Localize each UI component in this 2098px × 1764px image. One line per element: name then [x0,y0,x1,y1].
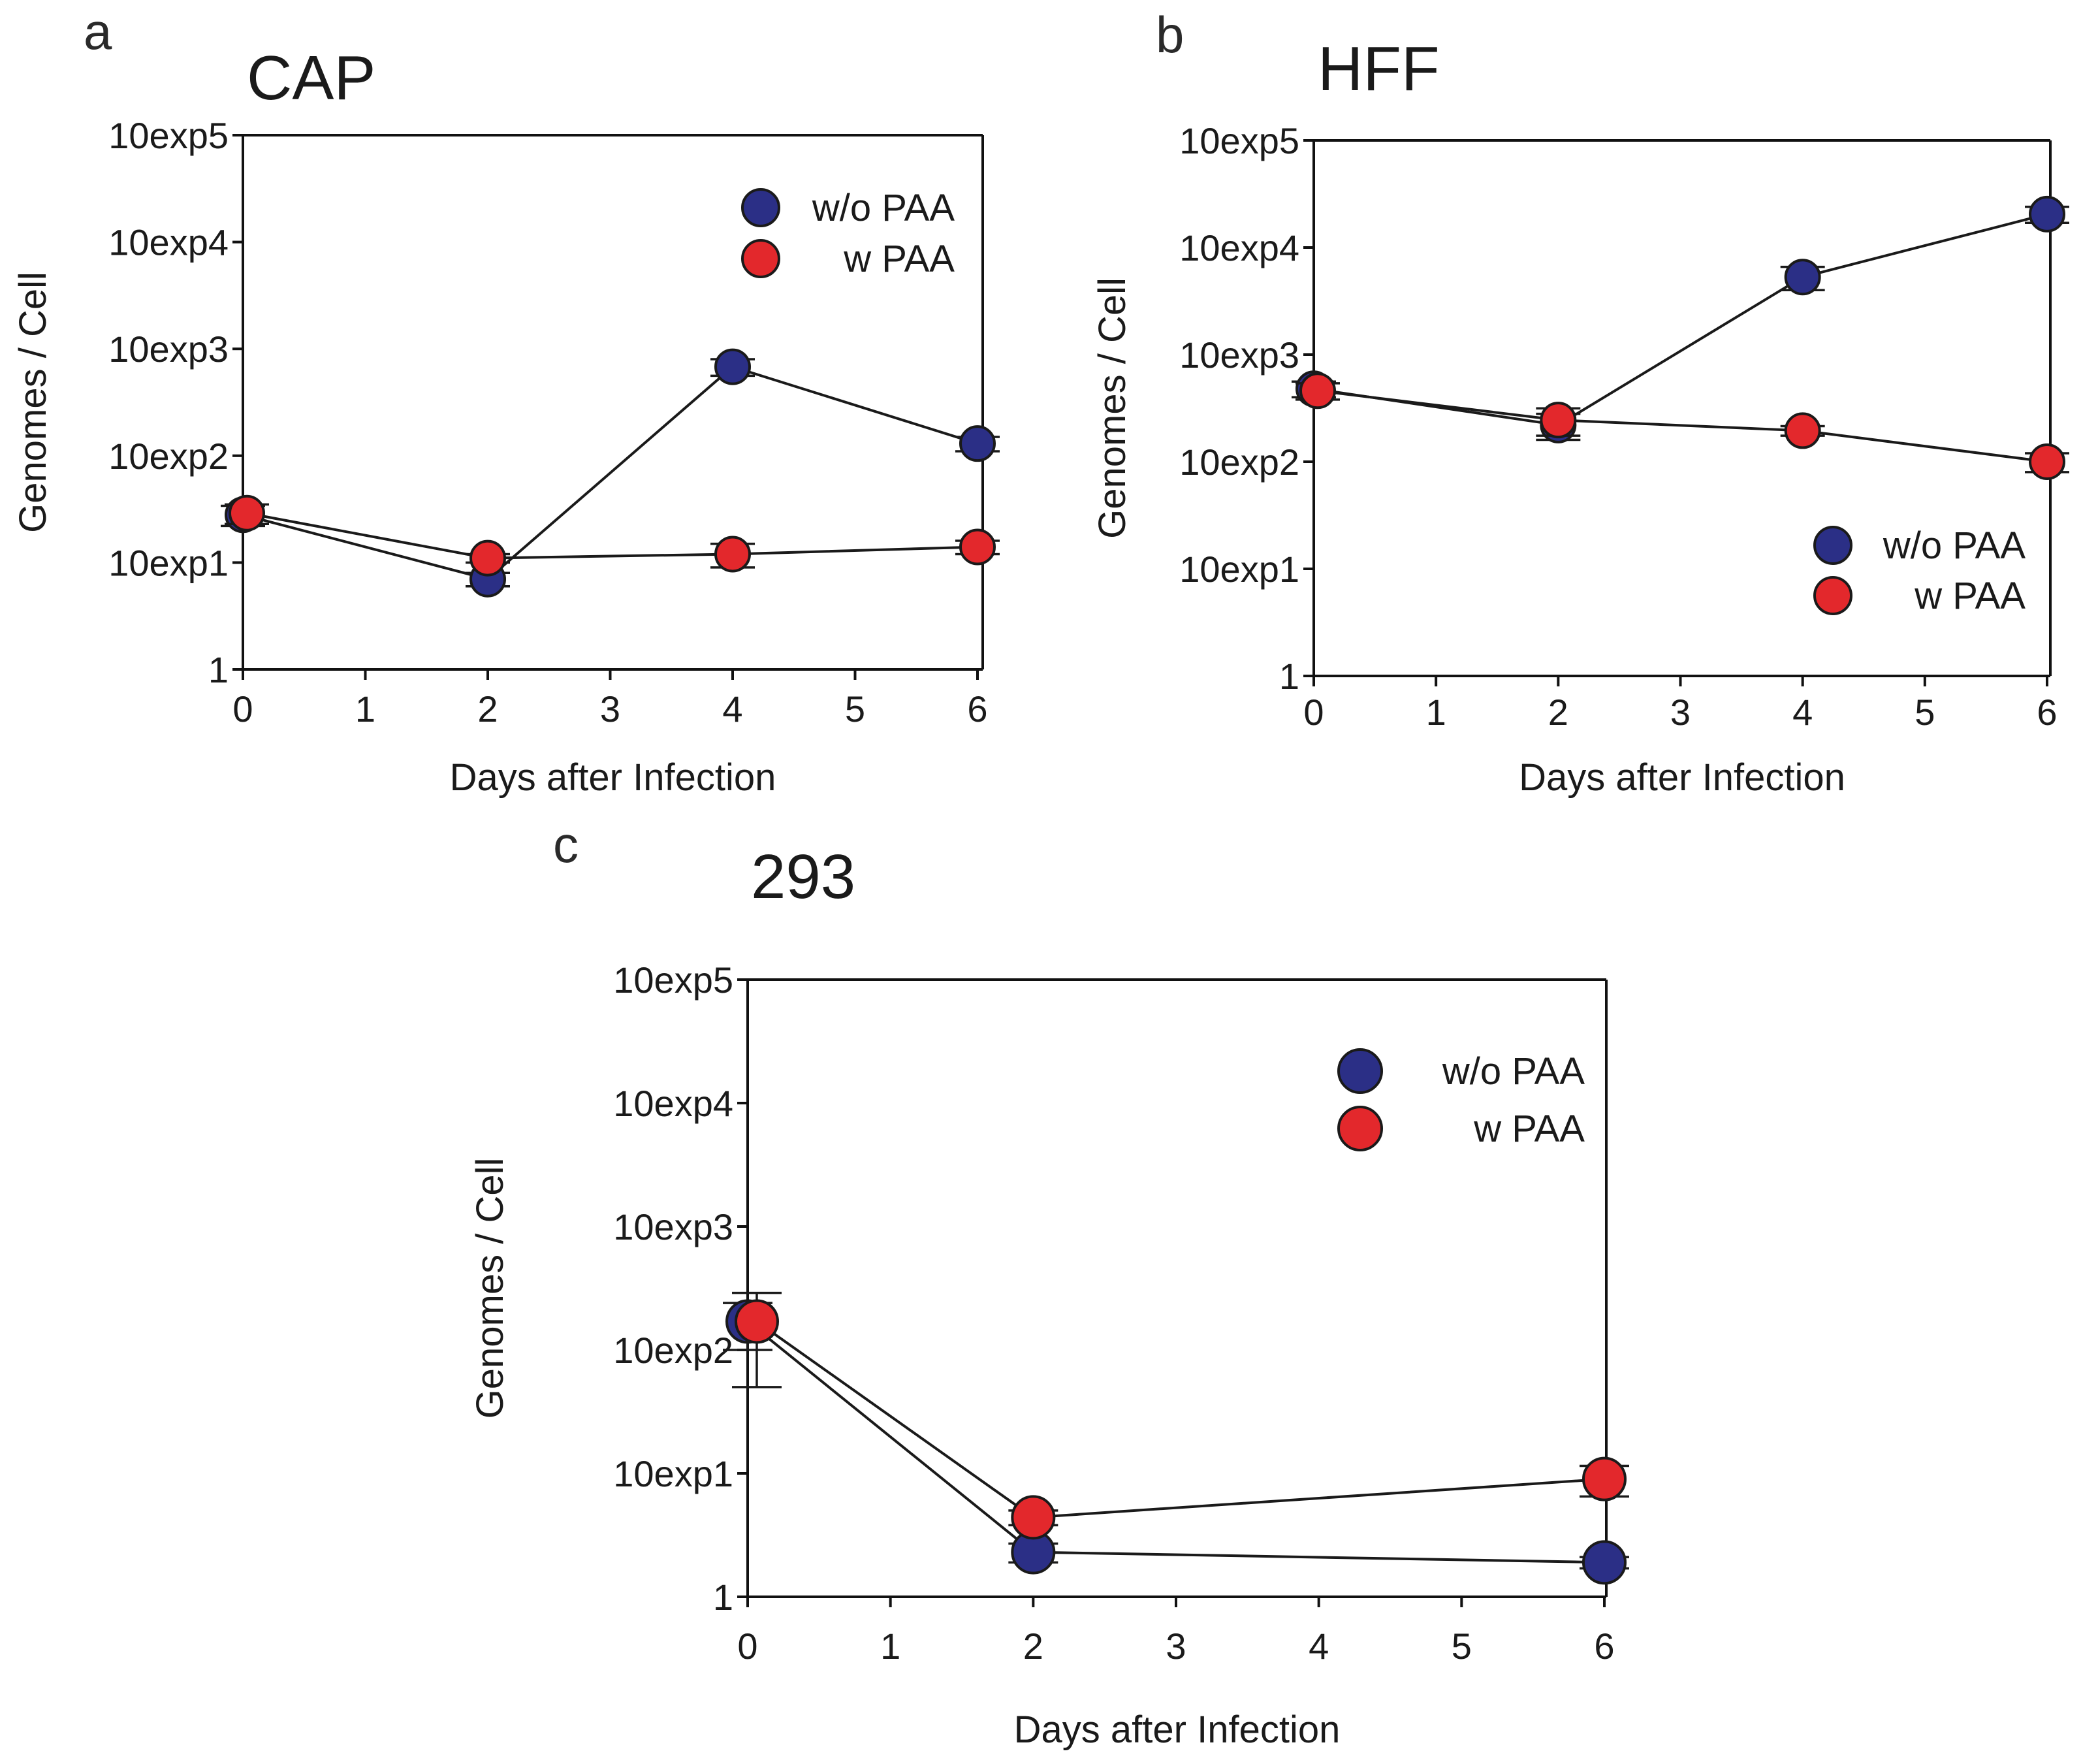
x-tick-label: 4 [1792,692,1813,733]
y-tick-label: 10exp5 [108,115,229,156]
x-tick-label: 3 [600,688,620,730]
legend: w/o PAA w PAA [1813,524,2026,617]
series-line [1313,212,2048,426]
series-with-paa [1295,372,2069,480]
x-tick-label: 4 [722,688,742,730]
legend-label: w PAA [1914,575,2026,617]
data-point [1299,372,1336,409]
y-tick-label: 10exp5 [613,959,733,1001]
y-tick-label: 10exp3 [108,329,229,370]
x-tick-label: 6 [967,688,987,730]
panel-letter: c [553,816,579,873]
series-without-paa [221,348,1000,598]
x-tick-label: 0 [737,1626,757,1667]
x-tick-label: 5 [845,688,865,730]
y-tick-label: 10exp3 [1179,334,1299,376]
y-tick-label: 10exp2 [108,436,229,477]
series-line [1317,389,2048,463]
y-tick-label: 1 [1279,656,1299,697]
x-tick-label: 6 [2037,692,2057,733]
y-tick-label: 10exp4 [613,1083,733,1124]
data-point [1784,412,1821,449]
panel-title: 293 [751,842,855,912]
data-point [959,528,996,566]
panel-title: HFF [1318,34,1440,104]
x-tick-label: 1 [1426,692,1446,733]
data-point [1784,259,1821,296]
legend-label: w PAA [1473,1108,1585,1150]
series-line [746,1320,1605,1564]
data-point [1582,1456,1627,1501]
y-tick-label: 1 [713,1577,733,1618]
x-tick-label: 3 [1670,692,1691,733]
x-tick-label: 5 [1452,1626,1472,1667]
data-point [469,539,506,577]
series-with-paa [732,1291,1629,1540]
x-tick-label: 6 [1594,1626,1614,1667]
series-with-paa [225,494,1000,577]
series-line [246,511,978,560]
x-tick-label: 4 [1309,1626,1329,1667]
legend-marker [1813,526,1852,565]
legend: w/o PAA w PAA [1337,1048,1585,1151]
legend-marker [1337,1106,1383,1151]
x-tick-label: 2 [1548,692,1568,733]
x-tick-label: 5 [1915,692,1935,733]
series-without-paa [1292,195,2069,443]
legend: w/o PAA w PAA [741,187,955,280]
y-axis-label: Genomes / Cell [12,272,54,533]
x-axis-label: Days after Infection [1519,756,1845,799]
y-tick-label: 10exp1 [108,542,229,583]
y-tick-label: 10exp2 [613,1330,733,1371]
x-tick-label: 1 [355,688,375,730]
y-tick-label: 10exp1 [613,1453,733,1494]
x-tick-label: 0 [232,688,253,730]
data-point [714,536,751,573]
y-tick-label: 10exp4 [108,222,229,263]
legend-marker [1337,1048,1383,1094]
data-point [1540,402,1577,439]
data-point [959,425,996,462]
data-point [2029,195,2065,233]
legend-label: w/o PAA [812,187,955,229]
data-point [229,494,265,532]
x-tick-label: 2 [1023,1626,1043,1667]
panel-letter: a [84,3,112,60]
x-tick-label: 2 [477,688,498,730]
legend-label: w PAA [843,238,955,280]
legend-marker [741,239,780,278]
data-point [714,348,751,385]
x-tick-label: 0 [1303,692,1324,733]
x-axis-label: Days after Infection [1014,1708,1341,1751]
y-tick-label: 10exp1 [1179,549,1299,590]
y-tick-label: 10exp4 [1179,227,1299,268]
x-tick-label: 3 [1166,1626,1186,1667]
panel-title: CAP [247,43,375,113]
data-point [2029,443,2065,480]
y-axis-label: Genomes / Cell [1091,278,1134,539]
y-tick-label: 10exp3 [613,1206,733,1247]
series-line [755,1320,1605,1519]
data-point [1582,1540,1627,1585]
series-without-paa [723,1299,1629,1585]
y-tick-label: 1 [208,649,229,690]
x-axis-label: Days after Infection [450,756,776,799]
series-line [242,365,978,581]
legend-marker [1813,576,1852,615]
legend-label: w/o PAA [1883,524,2026,567]
y-axis-label: Genomes / Cell [469,1158,511,1419]
panel-letter: b [1156,6,1184,63]
data-point [735,1299,779,1344]
legend-marker [741,188,780,227]
y-tick-label: 10exp5 [1179,120,1299,161]
y-tick-label: 10exp2 [1179,441,1299,483]
x-tick-label: 1 [880,1626,900,1667]
legend-label: w/o PAA [1442,1050,1585,1093]
data-point [1011,1495,1056,1540]
